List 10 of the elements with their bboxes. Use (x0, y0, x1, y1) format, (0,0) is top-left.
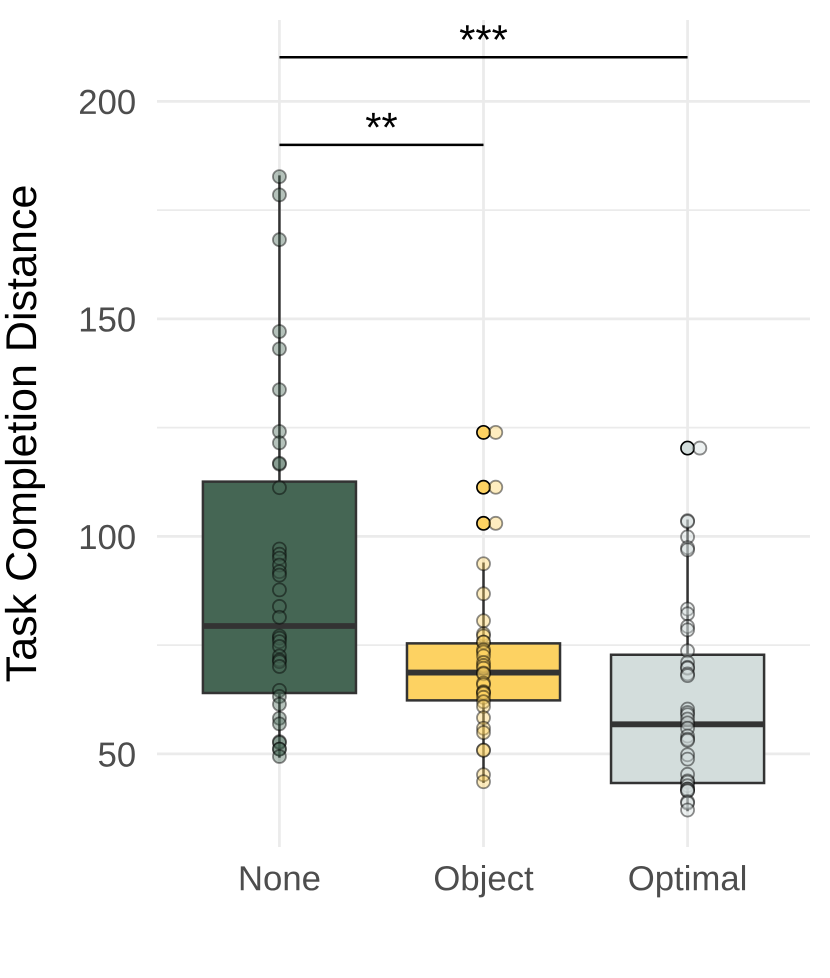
y-tick-label: 150 (80, 307, 135, 332)
x-tick-label: Optimal (629, 865, 746, 898)
y-tick-label: 200 (80, 90, 135, 114)
x-tick-label: Object (434, 865, 534, 898)
annotation: *** (460, 25, 508, 40)
y-tick-label: 100 (80, 524, 135, 550)
x-tick-label: None (240, 866, 320, 891)
y-axis-title: Task Completion Distance (4, 186, 45, 682)
y-tick-label: 50 (98, 742, 135, 767)
annotation: ** (366, 112, 398, 128)
